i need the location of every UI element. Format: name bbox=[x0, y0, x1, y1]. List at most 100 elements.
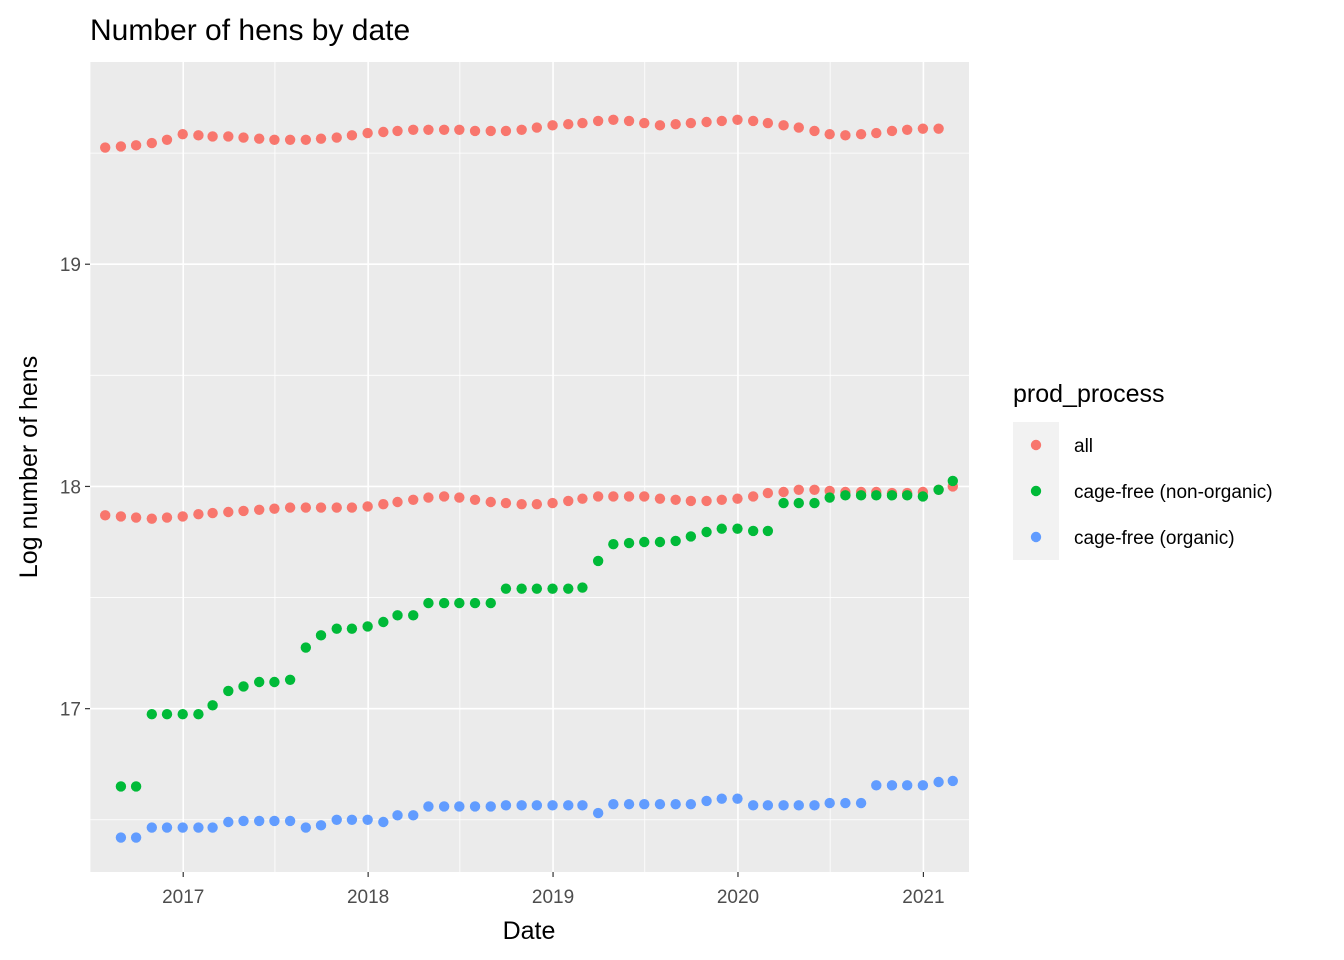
data-point-all bbox=[732, 114, 743, 125]
data-point-all bbox=[623, 491, 635, 502]
y-tick-label: 18 bbox=[60, 477, 81, 498]
data-point-cage-free-organic bbox=[500, 800, 512, 811]
data-point-cage-free-non-organic bbox=[284, 674, 296, 685]
data-point-all bbox=[840, 130, 851, 141]
data-point-cage-free-organic bbox=[809, 800, 820, 811]
data-point-all bbox=[654, 493, 666, 504]
legend-swatch-cage-free-organic bbox=[1030, 531, 1042, 543]
data-point-all bbox=[824, 129, 835, 140]
data-point-all bbox=[732, 493, 743, 504]
data-point-cage-free-non-organic bbox=[793, 497, 804, 509]
data-point-cage-free-non-organic bbox=[563, 583, 574, 594]
data-point-cage-free-non-organic bbox=[223, 685, 234, 697]
data-point-all bbox=[438, 491, 450, 502]
x-axis: 2017 2018 2019 2020 2021 bbox=[162, 872, 945, 908]
data-point-cage-free-organic bbox=[408, 810, 419, 821]
data-point-all bbox=[99, 510, 111, 521]
data-point-all bbox=[115, 141, 127, 152]
data-point-all bbox=[485, 125, 496, 137]
data-point-all bbox=[146, 137, 158, 149]
data-point-all bbox=[454, 492, 465, 503]
data-point-all bbox=[747, 491, 759, 502]
data-point-all bbox=[516, 499, 527, 510]
data-point-cage-free-non-organic bbox=[207, 700, 218, 711]
data-point-cage-free-organic bbox=[177, 822, 188, 833]
data-point-cage-free-non-organic bbox=[378, 616, 389, 628]
data-point-cage-free-non-organic bbox=[454, 597, 465, 609]
data-point-cage-free-organic bbox=[563, 800, 574, 811]
data-point-all bbox=[547, 120, 558, 131]
data-point-all bbox=[592, 491, 604, 502]
data-point-all bbox=[130, 140, 142, 151]
data-point-all bbox=[161, 134, 173, 145]
data-point-all bbox=[762, 487, 774, 499]
data-point-cage-free-non-organic bbox=[901, 490, 913, 501]
data-point-all bbox=[901, 124, 913, 135]
data-point-cage-free-organic bbox=[238, 815, 249, 827]
data-point-all bbox=[130, 512, 142, 523]
data-point-all bbox=[577, 117, 588, 129]
data-point-cage-free-organic bbox=[362, 814, 373, 825]
data-point-all bbox=[933, 123, 944, 134]
data-point-cage-free-non-organic bbox=[732, 523, 743, 534]
data-point-all bbox=[685, 495, 697, 507]
data-point-cage-free-organic bbox=[454, 801, 465, 812]
data-point-all bbox=[855, 129, 867, 140]
data-point-all bbox=[563, 119, 574, 130]
data-point-cage-free-non-organic bbox=[269, 676, 280, 688]
y-axis-title: Log number of hens bbox=[15, 356, 43, 578]
data-point-cage-free-non-organic bbox=[855, 490, 867, 501]
data-point-all bbox=[577, 493, 588, 504]
legend: prod_process all cage-free (non-organic) c… bbox=[1013, 380, 1273, 560]
data-point-cage-free-organic bbox=[639, 799, 650, 810]
data-point-cage-free-organic bbox=[840, 797, 851, 809]
data-point-cage-free-non-organic bbox=[300, 642, 312, 653]
data-point-cage-free-organic bbox=[901, 780, 913, 791]
y-tick-label: 17 bbox=[60, 700, 81, 721]
data-point-all bbox=[701, 495, 712, 507]
data-point-all bbox=[223, 131, 234, 142]
data-point-cage-free-organic bbox=[346, 814, 358, 825]
x-tick-label: 2019 bbox=[532, 887, 574, 908]
data-point-cage-free-organic bbox=[917, 780, 929, 791]
x-tick-label: 2020 bbox=[717, 887, 759, 908]
data-point-all bbox=[223, 506, 234, 518]
data-point-all bbox=[809, 125, 820, 137]
data-point-all bbox=[778, 120, 789, 131]
data-point-cage-free-non-organic bbox=[824, 492, 835, 503]
data-point-all bbox=[269, 134, 280, 145]
data-point-cage-free-non-organic bbox=[778, 497, 789, 509]
data-point-cage-free-organic bbox=[207, 822, 218, 833]
data-point-all bbox=[300, 502, 312, 513]
data-point-cage-free-organic bbox=[531, 800, 543, 811]
data-point-all bbox=[408, 494, 419, 505]
data-point-cage-free-non-organic bbox=[115, 781, 127, 792]
data-point-cage-free-non-organic bbox=[177, 709, 188, 720]
data-point-all bbox=[469, 125, 481, 137]
data-point-all bbox=[346, 502, 358, 513]
data-point-cage-free-non-organic bbox=[592, 555, 604, 567]
data-point-cage-free-organic bbox=[824, 797, 835, 809]
x-tick-label: 2017 bbox=[162, 887, 204, 908]
data-point-cage-free-non-organic bbox=[871, 490, 882, 501]
data-point-all bbox=[608, 114, 619, 125]
data-point-all bbox=[99, 142, 111, 153]
minor-grid bbox=[89, 62, 969, 872]
data-point-cage-free-non-organic bbox=[408, 610, 419, 621]
data-point-cage-free-non-organic bbox=[485, 597, 496, 609]
data-point-all bbox=[639, 117, 650, 129]
data-point-all bbox=[254, 133, 265, 144]
data-point-all bbox=[284, 134, 296, 145]
data-point-all bbox=[392, 125, 403, 137]
data-point-all bbox=[608, 491, 619, 502]
y-tick-label: 19 bbox=[60, 255, 81, 276]
data-point-all bbox=[115, 511, 127, 522]
data-point-all bbox=[531, 122, 543, 133]
legend-swatch-cage-free-non-organic bbox=[1030, 485, 1042, 497]
data-point-cage-free-organic bbox=[223, 816, 234, 828]
data-point-all bbox=[547, 497, 558, 509]
data-point-all bbox=[454, 124, 465, 135]
data-point-cage-free-non-organic bbox=[623, 537, 635, 549]
data-point-cage-free-non-organic bbox=[423, 597, 434, 609]
